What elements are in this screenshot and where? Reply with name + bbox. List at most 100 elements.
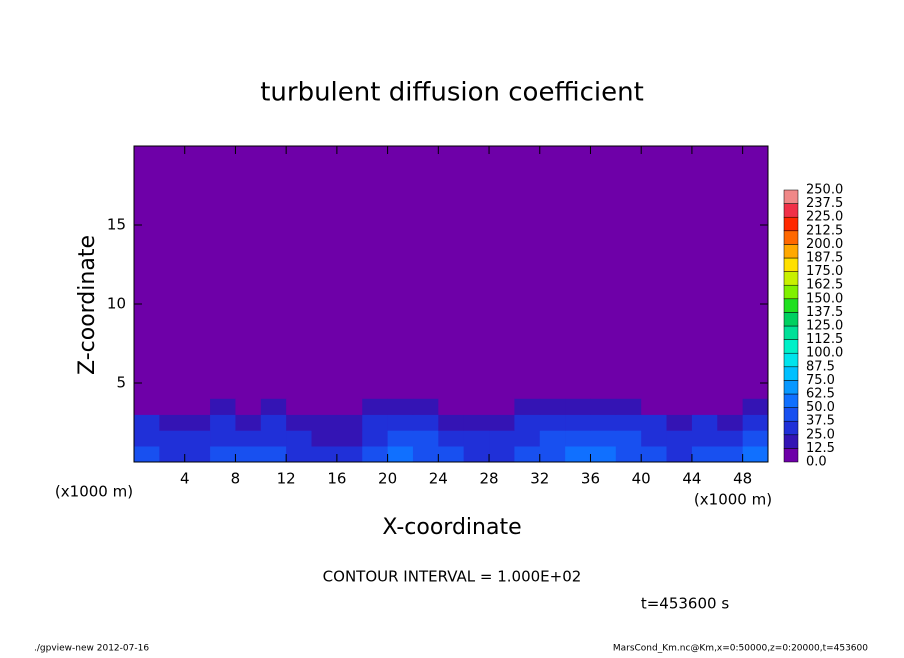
field-cell — [666, 430, 693, 447]
colorbar-label: 0.0 — [806, 455, 827, 470]
field-cell — [412, 414, 439, 431]
field-cell — [286, 430, 312, 447]
field-cell — [717, 430, 743, 447]
x-tick-label: 28 — [479, 470, 498, 488]
field-cell — [565, 430, 591, 447]
field-cell — [412, 446, 439, 463]
field-cell — [210, 430, 236, 447]
field-cell — [362, 398, 388, 415]
field-cell — [514, 446, 541, 463]
field-cell — [590, 430, 617, 447]
field-cell — [742, 446, 769, 463]
colorbar-swatch — [783, 380, 799, 395]
field-cell — [362, 430, 388, 447]
field-cell — [615, 430, 642, 447]
field-cell — [717, 446, 743, 463]
colorbar-swatch — [783, 298, 799, 313]
colorbar-label: 225.0 — [806, 210, 843, 225]
field-cell — [235, 430, 262, 447]
field-cell — [210, 446, 236, 463]
x-tick-label: 8 — [231, 470, 241, 488]
field-cell — [463, 414, 490, 431]
field-cell — [412, 430, 439, 447]
field-cell — [286, 414, 312, 431]
colorbar-swatch — [783, 230, 799, 245]
x-tick-label: 4 — [180, 470, 190, 488]
colorbar-swatch — [783, 203, 799, 218]
x-tick-label: 40 — [632, 470, 651, 488]
field-cell — [387, 446, 414, 463]
field-cell — [336, 398, 363, 415]
colorbar-swatch — [783, 420, 799, 436]
colorbar-label: 237.5 — [806, 196, 843, 211]
field-cell — [590, 414, 617, 431]
footer-left: ./gpview-new 2012-07-16 — [34, 644, 149, 654]
field-cell — [514, 398, 541, 415]
colorbar-label: 87.5 — [806, 359, 835, 374]
colorbar-swatch — [783, 312, 799, 327]
colorbar-label: 250.0 — [806, 183, 843, 198]
x-tick-label: 48 — [733, 470, 752, 488]
chart-title: turbulent diffusion coefficient — [260, 78, 644, 108]
field-cell — [134, 414, 160, 431]
colorbar-swatch — [783, 339, 799, 354]
y-axis-label: Z-coordinate — [75, 235, 100, 375]
field-cell — [717, 414, 743, 431]
field-cell — [311, 430, 338, 447]
field-cell — [463, 446, 490, 463]
colorbar-label: 25.0 — [806, 427, 835, 442]
x-unit-label: (x1000 m) — [55, 483, 133, 501]
field-cell — [590, 446, 617, 463]
colorbar-label: 112.5 — [806, 332, 843, 347]
colorbar-label: 187.5 — [806, 251, 843, 266]
field-cell — [641, 430, 667, 447]
x-tick-label: 44 — [682, 470, 701, 488]
field-cell — [539, 398, 566, 415]
colorbar-label: 62.5 — [806, 387, 835, 402]
field-cell — [260, 430, 287, 447]
field-cell — [539, 430, 566, 447]
field-cell — [641, 398, 667, 415]
field-cell — [565, 414, 591, 431]
colorbar-label: 137.5 — [806, 305, 843, 320]
field-cell — [691, 414, 718, 431]
x-unit-label: (x1000 m) — [694, 491, 772, 509]
field-cell — [463, 430, 490, 447]
colorbar-label: 75.0 — [806, 373, 835, 388]
field-cell — [438, 414, 464, 431]
colorbar-label: 37.5 — [806, 414, 835, 429]
colorbar-label: 150.0 — [806, 291, 843, 306]
field-cell — [159, 398, 186, 415]
field-cell — [615, 398, 642, 415]
field-cell — [615, 414, 642, 431]
field-cell — [184, 398, 211, 415]
field-cell — [590, 398, 617, 415]
colorbar-swatch — [783, 325, 799, 340]
colorbar-swatch — [783, 257, 799, 272]
field-cell — [286, 398, 312, 415]
footer-right: MarsCond_Km.nc@Km,x=0:50000,z=0:20000,t=… — [613, 644, 868, 654]
field-cell — [387, 430, 414, 447]
field-cell — [210, 414, 236, 431]
field-cell — [742, 430, 769, 447]
colorbar-label: 175.0 — [806, 264, 843, 279]
x-tick-label: 36 — [581, 470, 600, 488]
colorbar-swatch — [783, 366, 799, 381]
colorbar-label: 162.5 — [806, 278, 843, 293]
colorbar-label: 200.0 — [806, 237, 843, 252]
field-cell — [210, 398, 236, 415]
field-cell — [666, 446, 693, 463]
field-cell — [311, 446, 338, 463]
field-cell — [134, 398, 160, 415]
colorbar-label: 12.5 — [806, 441, 835, 456]
field-cell — [336, 446, 363, 463]
field-cell — [286, 446, 312, 463]
x-tick-label: 16 — [327, 470, 346, 488]
field-cell — [489, 398, 515, 415]
colorbar-label: 100.0 — [806, 346, 843, 361]
contour-interval: CONTOUR INTERVAL = 1.000E+02 — [323, 568, 582, 586]
field-cell — [691, 430, 718, 447]
field-cell — [539, 414, 566, 431]
field-cell — [362, 446, 388, 463]
